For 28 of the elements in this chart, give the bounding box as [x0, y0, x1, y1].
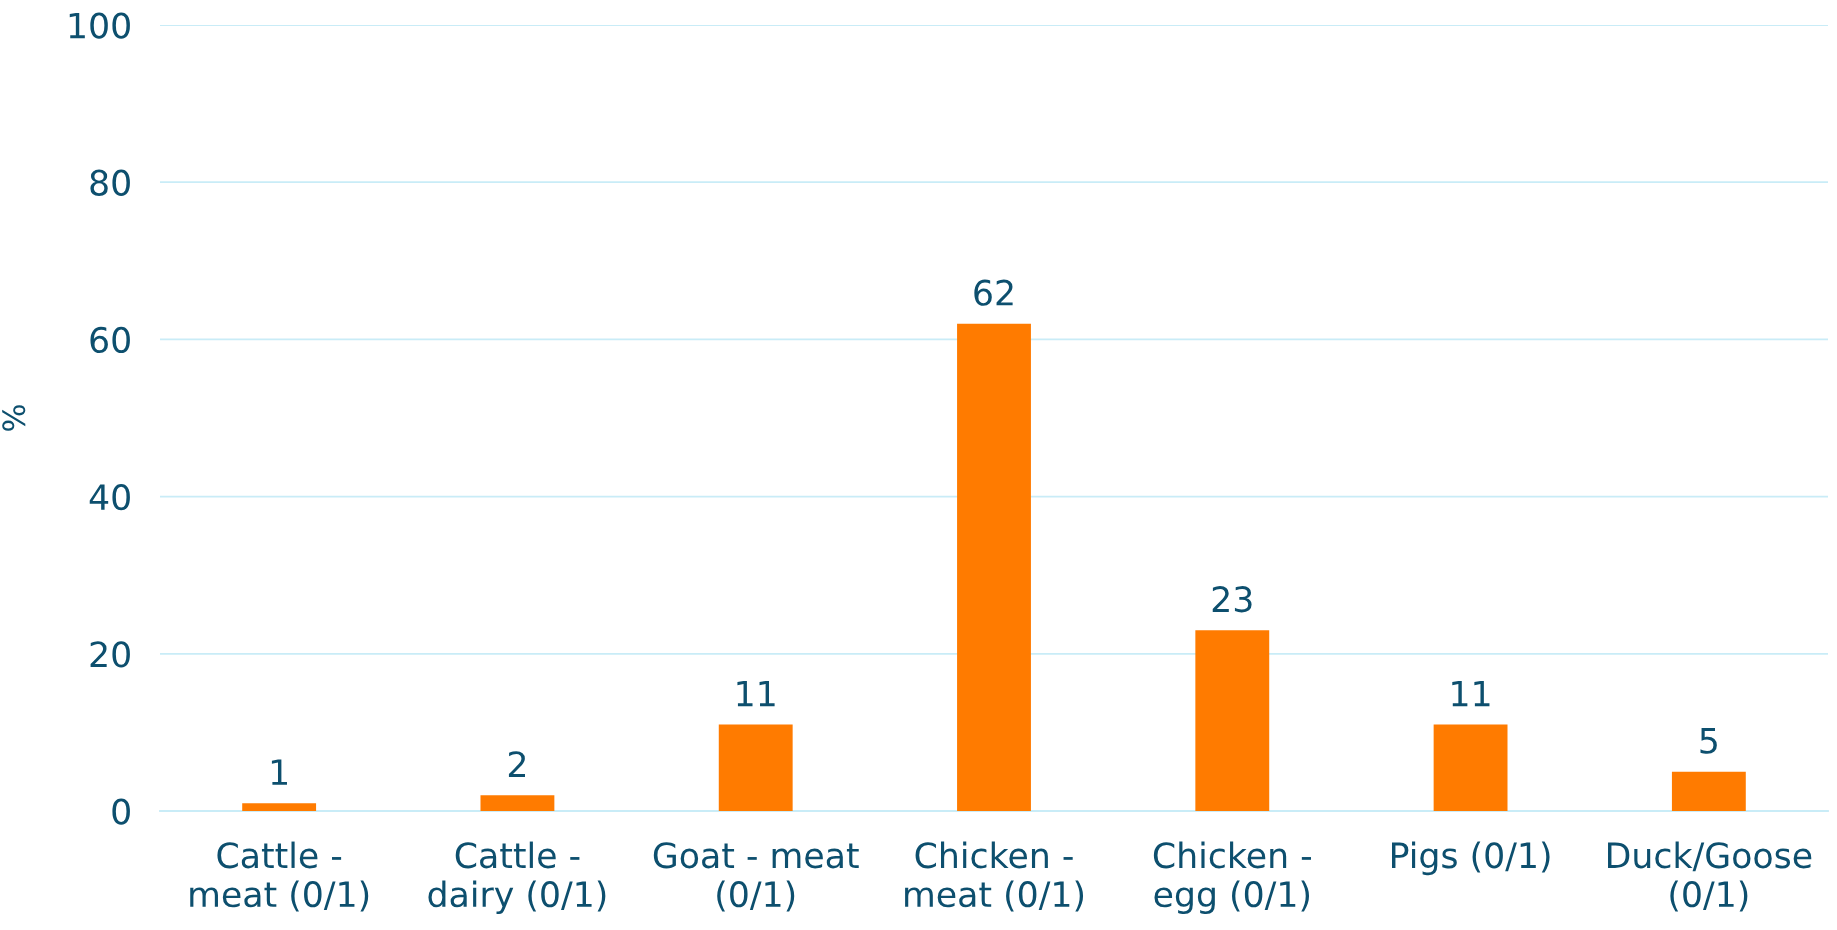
- x-tick-label: Cattle - dairy (0/1): [428, 841, 606, 915]
- data-label: 62: [974, 279, 1013, 306]
- bar: [1433, 724, 1508, 811]
- x-tick-label: Chicken - meat (0/1): [905, 841, 1084, 912]
- data-label: 11: [1452, 680, 1490, 707]
- data-label: 23: [1212, 586, 1252, 613]
- data-label: 2: [508, 751, 525, 777]
- y-tick-label: 80: [90, 169, 130, 196]
- bar: [480, 795, 555, 811]
- y-tick-label: 40: [89, 484, 130, 511]
- bar: [718, 724, 793, 811]
- y-tick-label: 0: [112, 798, 130, 825]
- x-tick-label: Goat - meat (0/1): [653, 842, 859, 912]
- data-label: 11: [737, 680, 775, 707]
- y-tick-label: 20: [90, 641, 130, 668]
- bar: [957, 323, 1031, 811]
- x-tick-label: Cattle - meat (0/1): [190, 841, 369, 912]
- x-tick-label: Chicken - egg (0/1): [1153, 841, 1311, 915]
- bar: [242, 803, 317, 811]
- bar: [1195, 630, 1270, 811]
- y-axis-title: %: [2, 405, 26, 431]
- y-tick-label: 100: [69, 12, 130, 39]
- data-label: 5: [1700, 728, 1717, 754]
- bar: [1671, 771, 1746, 811]
- x-tick-label: Pigs (0/1): [1392, 841, 1550, 876]
- y-tick-label: 60: [90, 326, 130, 354]
- x-tick-label: Duck/Goose (0/1): [1608, 841, 1812, 912]
- data-label: 1: [271, 759, 287, 785]
